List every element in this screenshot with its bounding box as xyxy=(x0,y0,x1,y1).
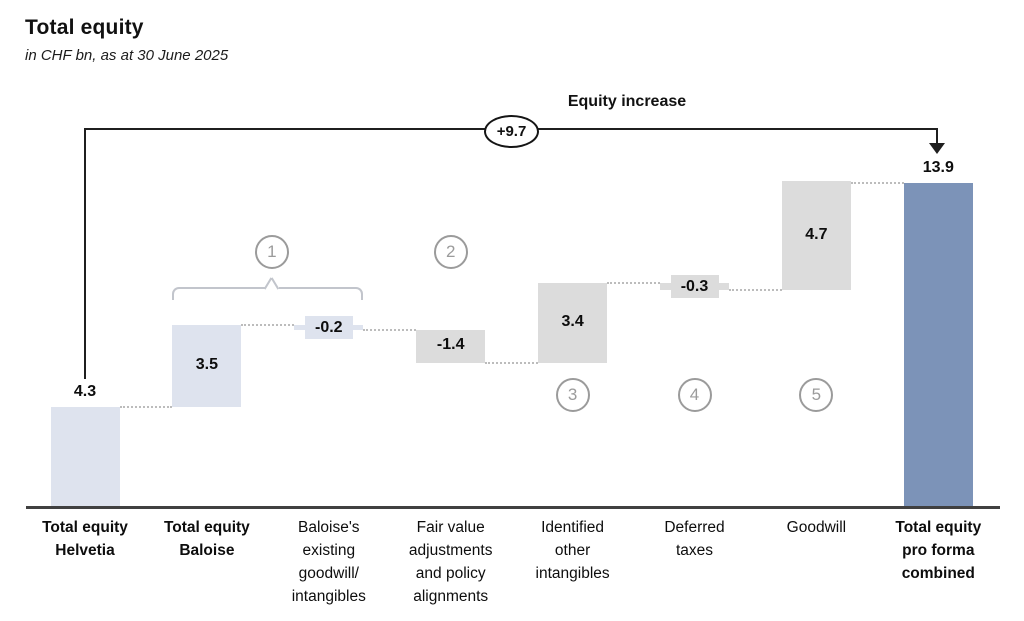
connector-line-0 xyxy=(119,405,173,408)
circle-annotation-3: 3 xyxy=(555,378,590,412)
category-label-6: Goodwill xyxy=(786,519,847,536)
x-axis-line xyxy=(26,506,1000,509)
category-label-1: Total equity Baloise xyxy=(163,519,250,559)
category-label-0: Total equity Helvetia xyxy=(42,519,128,559)
equity-increase-arrow-vertical xyxy=(84,128,86,379)
category-label-3: Fair value adjustments and policy alignm… xyxy=(408,519,493,605)
category-label-2: Baloise's existing goodwill/ intangibles xyxy=(291,519,366,605)
bar-value-label: 13.9 xyxy=(922,159,954,177)
category-label-7: Total equity pro forma combined xyxy=(895,519,982,582)
bar-value-box-label: -0.3 xyxy=(670,275,719,299)
bar-value-label: 4.3 xyxy=(73,382,97,400)
category-label-5: Deferred taxes xyxy=(664,519,725,559)
bar-value-label: -1.4 xyxy=(436,336,465,354)
waterfall-bar-4 xyxy=(538,283,608,363)
equity-increase-value-badge: +9.7 xyxy=(484,115,539,148)
connector-line-1 xyxy=(241,324,295,327)
brace-tick-right xyxy=(271,277,280,290)
waterfall-bar-1 xyxy=(172,325,242,407)
equity-increase-label: Equity increase xyxy=(567,93,687,110)
waterfall-bar-0 xyxy=(50,406,120,507)
bar-value-label: 3.5 xyxy=(195,356,219,374)
brace-left xyxy=(172,287,265,300)
equity-increase-arrow-drop xyxy=(935,128,938,145)
page-subtitle: in CHF bn, as at 30 June 2025 xyxy=(25,47,229,64)
bar-value-label: 4.7 xyxy=(805,225,828,243)
circle-annotation-1: 1 xyxy=(254,235,289,269)
waterfall-bar-7 xyxy=(903,183,973,507)
connector-line-2 xyxy=(363,328,417,331)
circle-annotation-4: 4 xyxy=(677,378,712,412)
connector-line-5 xyxy=(729,289,782,292)
page-title: Total equity xyxy=(25,16,144,39)
connector-line-6 xyxy=(850,182,904,185)
bar-value-label: 3.4 xyxy=(561,312,584,330)
equity-increase-value: +9.7 xyxy=(496,123,527,140)
arrow-head-icon xyxy=(929,143,945,154)
connector-line-4 xyxy=(607,282,660,285)
connector-line-3 xyxy=(485,361,539,364)
circle-annotation-2: 2 xyxy=(433,235,468,269)
waterfall-bar-6 xyxy=(781,180,851,291)
waterfall-bar-3 xyxy=(416,329,486,363)
category-label-4: Identified other intangibles xyxy=(535,519,610,582)
bar-value-box-label: -0.2 xyxy=(304,316,353,340)
circle-annotation-5: 5 xyxy=(799,378,834,412)
brace-right xyxy=(278,287,364,300)
